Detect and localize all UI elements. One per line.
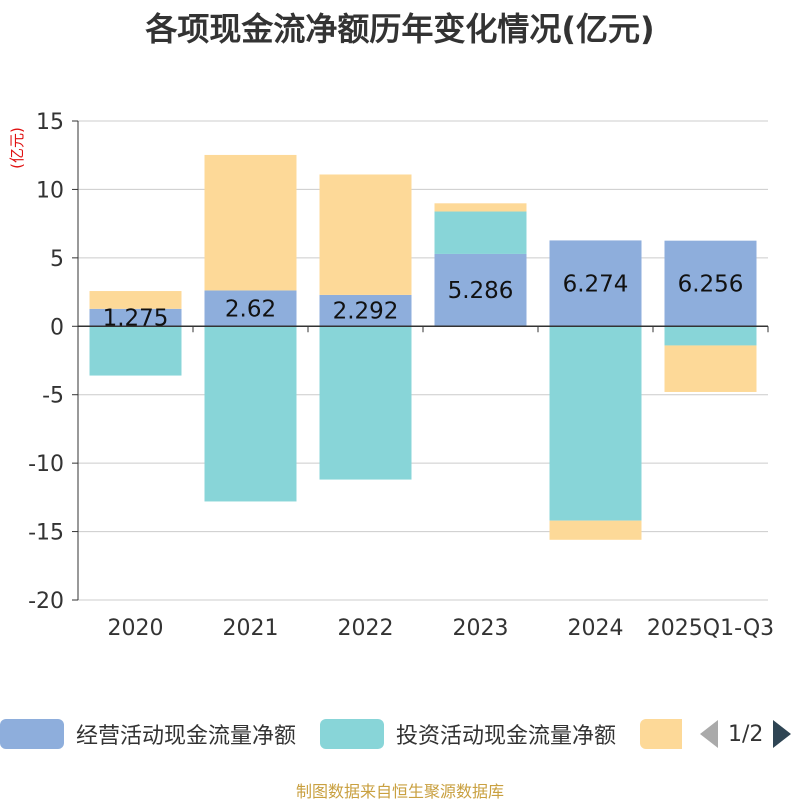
legend-label-operating: 经营活动现金流量净额 [76,724,297,749]
bar-financing-2020 [89,291,182,309]
data-label-operating: 5.286 [448,278,514,304]
legend-pager: 1/2 [700,718,792,750]
y-axis-unit-label: (亿元) [8,127,26,169]
bar-financing-2021 [204,154,297,291]
bar-investing-2021 [204,326,297,502]
legend-swatch-investing [320,719,384,749]
bar-operating-2025Q1-Q3 [664,240,757,327]
x-tick-label: 2025Q1-Q3 [647,616,774,641]
bar-operating-2024 [549,240,642,327]
bar-operating-2023 [434,253,527,327]
bar-operating-2021 [204,290,297,327]
data-label-operating: 2.292 [333,299,399,325]
bar-investing-2020 [89,326,182,376]
y-tick-label: -10 [28,452,64,477]
legend-page-indicator: 1/2 [728,721,764,747]
legend-swatch-financing [640,719,682,749]
legend-next-page-icon[interactable] [773,720,792,748]
y-tick-label: -15 [28,521,64,546]
data-label-operating: 1.275 [103,306,169,332]
legend: 经营活动现金流量净额 投资活动现金流量净额 [0,716,800,756]
legend-item-investing[interactable]: 投资活动现金流量净额 [320,716,616,752]
bar-financing-2023 [434,203,527,212]
x-tick-label: 2020 [108,616,164,641]
bar-financing-2022 [319,174,412,295]
y-tick-label: -20 [28,589,64,614]
bar-financing-2025Q1-Q3 [664,345,757,392]
legend-swatch-operating [0,719,64,749]
data-label-operating: 6.256 [678,271,744,297]
bar-investing-2023 [434,211,527,254]
bar-operating-2022 [319,294,412,327]
y-tick-label: 15 [36,110,64,135]
y-tick-label: -5 [42,384,64,409]
data-label-operating: 6.274 [563,271,629,297]
data-label-operating: 2.62 [225,296,276,322]
bar-investing-2022 [319,326,412,480]
chart-plot: 15 10 5 0 -5 -10 -15 -20 2020 2021 2022 2023 2024 202… [8,110,774,641]
chart-title: 各项现金流净额历年变化情况(亿元) [145,10,655,48]
legend-item-operating[interactable]: 经营活动现金流量净额 [0,716,296,752]
y-tick-label: 10 [36,178,64,203]
x-tick-label: 2022 [338,616,394,641]
legend-prev-page-icon[interactable] [700,720,718,748]
legend-label-investing: 投资活动现金流量净额 [396,724,617,749]
bar-operating-2020 [89,308,182,327]
y-tick-label: 0 [50,315,64,340]
y-tick-label: 5 [50,247,64,272]
x-tick-label: 2021 [223,616,279,641]
bar-investing-2025Q1-Q3 [664,326,757,346]
x-tick-label: 2024 [568,616,624,641]
bar-financing-2024 [549,520,642,540]
bar-investing-2024 [549,326,642,521]
x-tick-label: 2023 [453,616,509,641]
legend-item-financing[interactable] [640,716,682,752]
data-source-note: 制图数据来自恒生聚源数据库 [295,782,504,801]
